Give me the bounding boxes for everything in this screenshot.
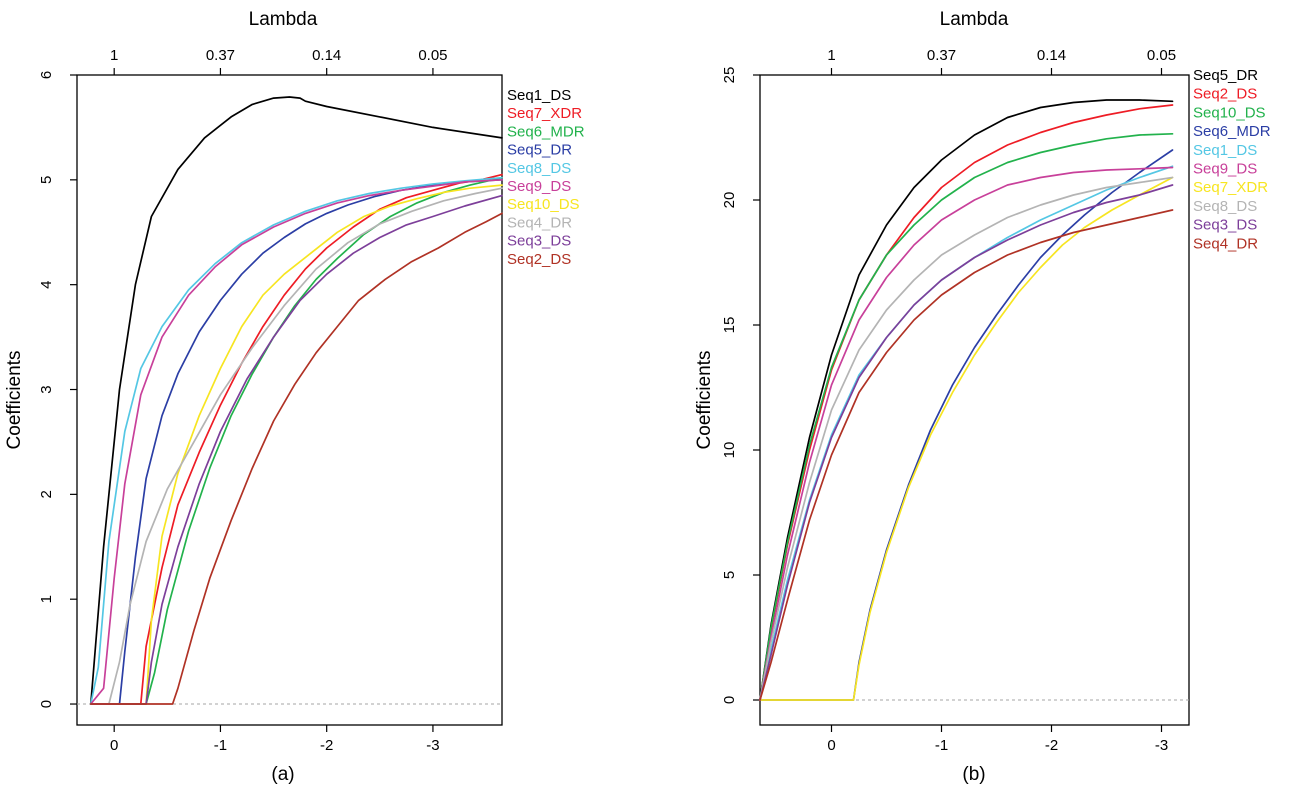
y-tick-label: 2	[38, 490, 55, 498]
legend-label: Seq6_MDR	[1193, 123, 1271, 140]
series-line-seq5-dr	[89, 178, 503, 705]
series-line-seq2-ds	[89, 212, 503, 705]
legend-label: Seq3_DS	[1193, 217, 1257, 234]
top-axis-tick-label: 0.14	[1037, 47, 1066, 64]
series-line-seq7-xdr	[759, 176, 1174, 701]
series-line-seq4-dr	[89, 187, 503, 705]
top-axis-tick-label: 0.37	[206, 47, 235, 64]
y-tick-label: 25	[721, 67, 738, 84]
panel-b: 0 -1 -2 -3 1 0.37 0.14 0.05 0 5 10 15 20 25 Lambda Coef…	[694, 9, 1271, 785]
legend-label: Seq2_DS	[1193, 86, 1257, 103]
y-axis-label: Coefficients	[694, 351, 715, 450]
y-axis-label: Coefficients	[4, 351, 25, 450]
legend-label: Seq4_DR	[1193, 235, 1258, 252]
legend-label: Seq8_DS	[507, 160, 571, 177]
legend-label: Seq10_DS	[507, 196, 580, 213]
x-tick-label: 0	[827, 737, 835, 754]
legend-label: Seq7_XDR	[1193, 179, 1268, 196]
y-tick-label: 5	[38, 176, 55, 184]
top-axis-tick-label: 0.14	[312, 47, 341, 64]
chart-title: Lambda	[249, 9, 318, 30]
panel-caption: (a)	[271, 764, 294, 785]
y-tick-label: 1	[38, 595, 55, 603]
series-line-seq6-mdr	[89, 176, 503, 705]
series-line-seq8-ds	[89, 176, 503, 705]
legend-label: Seq5_DR	[1193, 67, 1258, 84]
legend-label: Seq1_DS	[507, 87, 571, 104]
legend-label: Seq7_XDR	[507, 105, 582, 122]
series-line-seq5-dr	[759, 99, 1174, 701]
top-axis-tick-label: 0.37	[927, 47, 956, 64]
y-tick-label: 15	[721, 317, 738, 334]
y-tick-label: 20	[721, 192, 738, 209]
y-tick-label: 0	[38, 700, 55, 708]
legend-label: Seq9_DS	[1193, 161, 1257, 178]
x-tick-label: -2	[320, 737, 333, 754]
y-tick-label: 5	[721, 571, 738, 579]
top-axis-tick-label: 1	[110, 47, 118, 64]
x-tick-label: -3	[1155, 737, 1168, 754]
y-tick-label: 4	[38, 281, 55, 289]
legend-label: Seq2_DS	[507, 251, 571, 268]
series-line-seq3-ds	[759, 184, 1174, 701]
plot-frame	[759, 74, 1190, 726]
legend-label: Seq8_DS	[1193, 198, 1257, 215]
y-tick-label: 10	[721, 442, 738, 459]
series-line-seq9-ds	[759, 166, 1174, 701]
chart-title: Lambda	[940, 9, 1009, 30]
series-line-seq1-ds	[759, 165, 1174, 701]
legend-label: Seq5_DR	[507, 142, 572, 159]
series-line-seq3-ds	[89, 194, 503, 705]
top-axis-tick-label: 0.05	[1147, 47, 1176, 64]
series-line-seq9-ds	[89, 178, 503, 705]
series-line-seq7-xdr	[89, 173, 503, 705]
x-tick-label: -1	[935, 737, 948, 754]
series-line-seq1-ds	[89, 96, 503, 705]
legend-label: Seq9_DS	[507, 178, 571, 195]
x-tick-label: 0	[110, 737, 118, 754]
series-line-seq10-ds	[759, 132, 1174, 701]
x-tick-label: -1	[214, 737, 227, 754]
series-line-seq6-mdr	[759, 149, 1174, 701]
legend-label: Seq3_DS	[507, 233, 571, 250]
series-line-seq4-dr	[759, 209, 1174, 701]
y-tick-label: 3	[38, 385, 55, 393]
series-line-seq8-ds	[759, 176, 1174, 701]
panel-a: 0 -1 -2 -3 1 0.37 0.14 0.05 0 1 2 3 4 5 6 Lambda Coeffic…	[4, 9, 585, 785]
panel-caption: (b)	[962, 764, 985, 785]
x-tick-label: -3	[426, 737, 439, 754]
y-tick-label: 0	[721, 696, 738, 704]
top-axis-tick-label: 1	[827, 47, 835, 64]
legend-label: Seq10_DS	[1193, 104, 1266, 121]
plot-frame	[76, 74, 503, 726]
x-tick-label: -2	[1045, 737, 1058, 754]
series-line-seq10-ds	[89, 184, 503, 705]
legend-label: Seq1_DS	[1193, 142, 1257, 159]
top-axis-tick-label: 0.05	[418, 47, 447, 64]
legend-label: Seq6_MDR	[507, 123, 585, 140]
y-tick-label: 6	[38, 71, 55, 79]
legend-label: Seq4_DR	[507, 214, 572, 231]
